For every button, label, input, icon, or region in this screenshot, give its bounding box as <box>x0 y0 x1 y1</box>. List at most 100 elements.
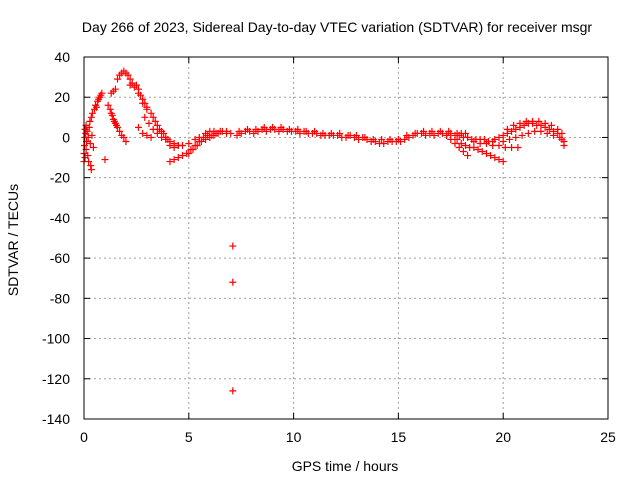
data-point <box>87 166 95 174</box>
data-point <box>197 137 205 145</box>
data-point <box>260 123 268 131</box>
y-tick-label: -100 <box>42 331 70 347</box>
data-point <box>537 127 545 135</box>
data-point <box>451 139 459 147</box>
data-point <box>344 131 352 139</box>
x-tick-label: 10 <box>286 429 302 445</box>
data-point <box>185 150 193 158</box>
data-point <box>489 141 497 149</box>
data-point <box>130 83 138 91</box>
data-point <box>149 125 157 133</box>
data-point <box>474 146 482 154</box>
data-point <box>206 133 214 141</box>
grid-lines <box>84 57 608 419</box>
data-point <box>480 135 488 143</box>
data-point <box>401 135 409 143</box>
data-point <box>269 123 277 131</box>
data-point <box>145 119 153 127</box>
data-point <box>134 89 142 97</box>
y-tick-label: 40 <box>54 49 70 65</box>
data-point <box>453 135 461 143</box>
data-point <box>464 152 472 160</box>
data-point <box>491 154 499 162</box>
data-point <box>252 125 260 133</box>
data-point <box>108 111 116 119</box>
data-point <box>124 71 132 79</box>
x-tick-label: 5 <box>185 429 193 445</box>
data-point <box>543 129 551 137</box>
data-point <box>185 139 193 147</box>
data-point <box>89 144 97 151</box>
data-point <box>85 123 93 131</box>
data-point <box>86 139 94 147</box>
data-point <box>476 139 484 147</box>
data-point <box>535 117 543 125</box>
data-point <box>524 129 532 137</box>
data-point <box>111 85 119 93</box>
data-point <box>294 125 302 133</box>
data-point <box>104 101 112 109</box>
data-point <box>457 139 465 147</box>
data-point <box>88 109 96 117</box>
data-point <box>210 127 218 135</box>
data-point <box>202 135 210 143</box>
data-point <box>229 387 237 395</box>
data-point <box>147 109 155 117</box>
data-point <box>531 127 539 135</box>
data-point <box>403 131 411 139</box>
data-point <box>378 135 386 143</box>
data-point <box>537 121 545 129</box>
x-tick-label: 15 <box>391 429 407 445</box>
data-point <box>518 131 526 139</box>
plot-frame <box>83 56 609 420</box>
data-point <box>516 119 524 127</box>
data-point <box>84 152 92 160</box>
y-tick-label: -120 <box>42 371 70 387</box>
data-point <box>327 129 335 137</box>
y-tick-label: -60 <box>50 250 70 266</box>
data-point <box>547 121 555 129</box>
data-point <box>195 133 203 141</box>
data-point <box>134 123 142 131</box>
data-point <box>116 127 124 135</box>
data-point <box>179 152 187 160</box>
data-point <box>143 131 151 139</box>
data-point <box>153 129 161 137</box>
data-point <box>482 150 490 158</box>
data-points <box>80 67 568 395</box>
chart-title: Day 266 of 2023, Sidereal Day-to-day VTE… <box>82 19 592 35</box>
data-point <box>191 135 199 143</box>
data-point <box>106 105 114 113</box>
data-point <box>428 127 436 135</box>
data-point <box>455 144 463 151</box>
y-tick-label: -140 <box>42 411 70 427</box>
data-point <box>491 135 499 143</box>
data-point <box>101 156 109 164</box>
data-point <box>120 133 128 141</box>
data-point <box>88 131 96 139</box>
x-tick-label: 0 <box>80 429 88 445</box>
data-point <box>229 278 237 286</box>
data-point <box>149 113 157 121</box>
data-point <box>545 125 553 133</box>
data-point <box>126 81 134 89</box>
data-point <box>447 135 455 143</box>
data-point <box>87 113 95 121</box>
data-point <box>464 133 472 141</box>
data-point <box>319 129 327 137</box>
data-point <box>482 139 490 147</box>
data-point <box>470 137 478 145</box>
x-tick-label: 20 <box>495 429 511 445</box>
data-point <box>166 158 174 166</box>
data-point <box>243 125 251 133</box>
data-point <box>361 133 369 141</box>
data-point <box>501 144 509 151</box>
data-point <box>216 127 224 135</box>
data-point <box>495 133 503 141</box>
data-point <box>522 117 530 125</box>
data-point <box>508 127 516 135</box>
data-point <box>495 156 503 164</box>
data-point <box>503 125 511 133</box>
data-point <box>369 135 377 143</box>
